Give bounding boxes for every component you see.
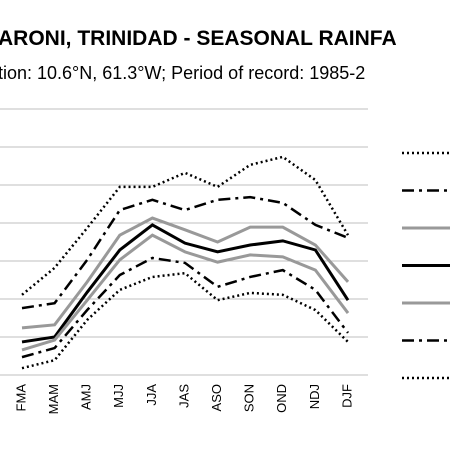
x-tick-label: JJA bbox=[144, 384, 159, 406]
x-tick-label: MJJ bbox=[111, 384, 126, 408]
x-tick-label: DJF bbox=[339, 384, 354, 408]
x-tick-label: ASO bbox=[209, 384, 224, 411]
chart-subtitle: tion: 10.6°N, 61.3°W; Period of record: … bbox=[0, 63, 365, 83]
series-line bbox=[21, 256, 349, 359]
x-tick-label: JAS bbox=[176, 384, 191, 408]
series-line bbox=[21, 223, 350, 344]
series-line bbox=[21, 233, 350, 352]
series-line bbox=[21, 216, 350, 330]
chart-title: ARONI, TRINIDAD - SEASONAL RAINFA bbox=[0, 27, 397, 50]
x-tick-label: FMA bbox=[13, 384, 28, 412]
x-tick-label: AMJ bbox=[79, 384, 94, 410]
series-line bbox=[21, 155, 350, 296]
x-tick-label: OND bbox=[274, 384, 289, 413]
x-tick-label: MAM bbox=[46, 384, 61, 414]
x-tick-label: NDJ bbox=[307, 384, 322, 409]
series-line bbox=[21, 195, 349, 310]
x-tick-label: SON bbox=[242, 384, 257, 412]
